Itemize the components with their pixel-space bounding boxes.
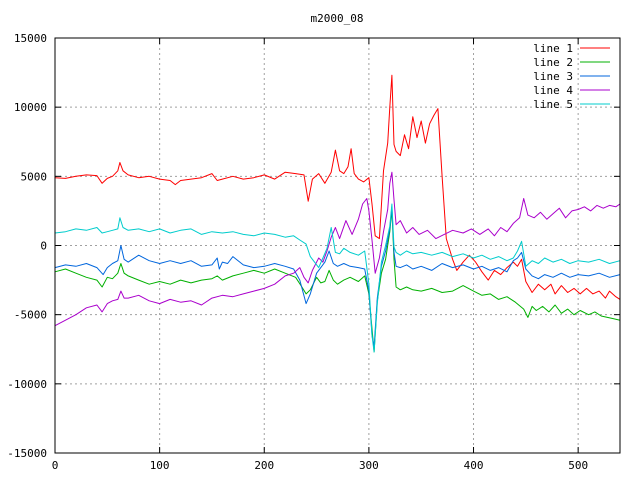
y-tick-label: -10000 xyxy=(7,378,47,391)
y-tick-label: 15000 xyxy=(14,32,47,45)
x-tick-label: 500 xyxy=(568,459,588,472)
legend-label: line 2 xyxy=(533,56,573,69)
series-line-4 xyxy=(54,171,621,327)
grid xyxy=(55,38,620,453)
legend-label: line 4 xyxy=(533,84,573,97)
legend-label: line 3 xyxy=(533,70,573,83)
x-tick-label: 200 xyxy=(254,459,274,472)
legend-label: line 1 xyxy=(533,42,573,55)
x-tick-label: 0 xyxy=(52,459,59,472)
y-tick-label: -15000 xyxy=(7,447,47,460)
x-tick-label: 400 xyxy=(464,459,484,472)
x-tick-label: 100 xyxy=(150,459,170,472)
y-tick-label: -5000 xyxy=(14,309,47,322)
series-layer xyxy=(54,74,621,353)
series-line-2 xyxy=(54,209,621,353)
chart-title: m2000_08 xyxy=(311,12,364,25)
series-line-5 xyxy=(54,203,621,353)
series-line-1 xyxy=(54,74,621,300)
y-tick-label: 10000 xyxy=(14,101,47,114)
axis-ticks: 0 100 200 300 400 500 -15000 -10000 -5000 0 5000 10… xyxy=(7,32,620,472)
y-tick-label: 5000 xyxy=(21,170,48,183)
y-tick-label: 0 xyxy=(40,240,47,253)
x-tick-label: 300 xyxy=(359,459,379,472)
legend-label: line 5 xyxy=(533,98,573,111)
series-line-3 xyxy=(54,206,621,347)
